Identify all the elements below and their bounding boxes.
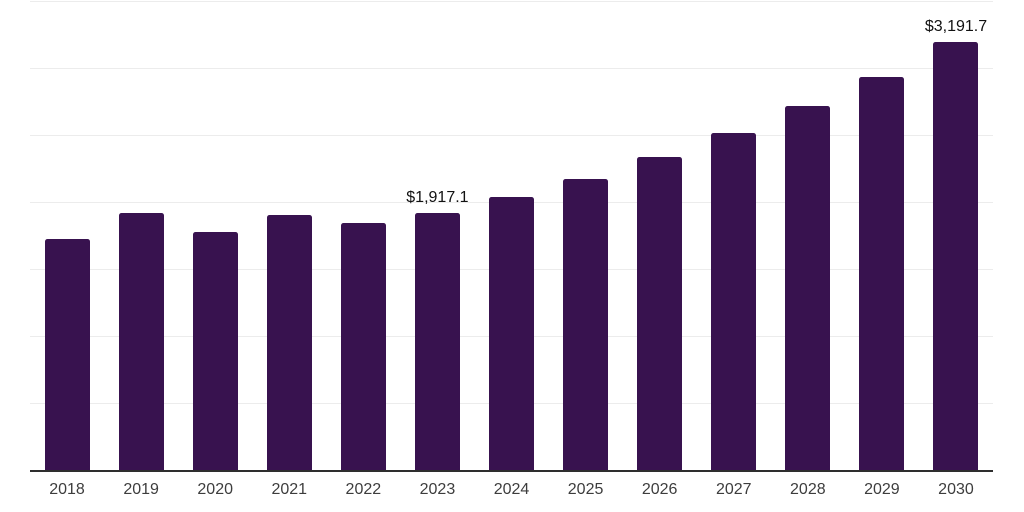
bar-2023 (414, 213, 460, 470)
bars-container: $1,917.1 $3,191.7 (30, 1, 993, 470)
x-tick-label-2022: 2022 (345, 481, 382, 498)
data-label-2030: $3,191.7 (924, 18, 988, 36)
bar-band-2029 (845, 1, 919, 470)
gridline-3000 (30, 68, 993, 69)
plot-area: $1,917.1 $3,191.7 (30, 1, 993, 472)
bar-2029 (859, 76, 905, 470)
x-tick-label-2028: 2028 (790, 481, 826, 498)
bar-band-2024 (474, 1, 548, 470)
bar-2030 (933, 42, 979, 470)
bar-band-2018 (30, 1, 104, 470)
data-label-2023: $1,917.1 (406, 189, 469, 207)
bar-band-2026 (623, 1, 697, 470)
x-tick-label-2030: 2030 (938, 481, 974, 498)
x-tick-label-2027: 2027 (715, 481, 752, 498)
bar-2028 (785, 105, 831, 470)
bar-band-2019 (104, 1, 178, 470)
x-axis-labels: 2018 2019 2020 2021 2022 2023 2024 2025 2026 2027… (30, 480, 993, 500)
gridline-2500 (30, 135, 993, 136)
x-tick-label-2019: 2019 (123, 481, 159, 498)
bar-2019 (118, 213, 164, 470)
x-tick-label-2029: 2029 (864, 481, 900, 498)
bar-2022 (340, 222, 386, 470)
gridline-3500 (30, 1, 993, 2)
x-tick-label-2026: 2026 (641, 481, 678, 498)
bar-2021 (266, 215, 312, 470)
x-tick-label-2025: 2025 (567, 481, 604, 498)
bar-band-2027 (697, 1, 771, 470)
bar-2026 (637, 157, 683, 470)
bar-band-2022 (326, 1, 400, 470)
x-tick-label-2020: 2020 (197, 481, 233, 498)
bar-2027 (711, 132, 757, 470)
bar-band-2025 (549, 1, 623, 470)
bar-band-2020 (178, 1, 252, 470)
bar-band-2028 (771, 1, 845, 470)
x-tick-label-2018: 2018 (49, 481, 85, 498)
bar-band-2030: $3,191.7 (919, 1, 993, 470)
x-tick-label-2024: 2024 (493, 481, 530, 498)
bar-2025 (563, 179, 609, 470)
x-tick-label-2023: 2023 (419, 481, 456, 498)
bar-2018 (44, 239, 90, 470)
bar-band-2021 (252, 1, 326, 470)
bar-2024 (489, 197, 534, 470)
bar-2020 (192, 232, 238, 470)
bar-band-2023: $1,917.1 (400, 1, 474, 470)
x-tick-label-2021: 2021 (271, 481, 308, 498)
